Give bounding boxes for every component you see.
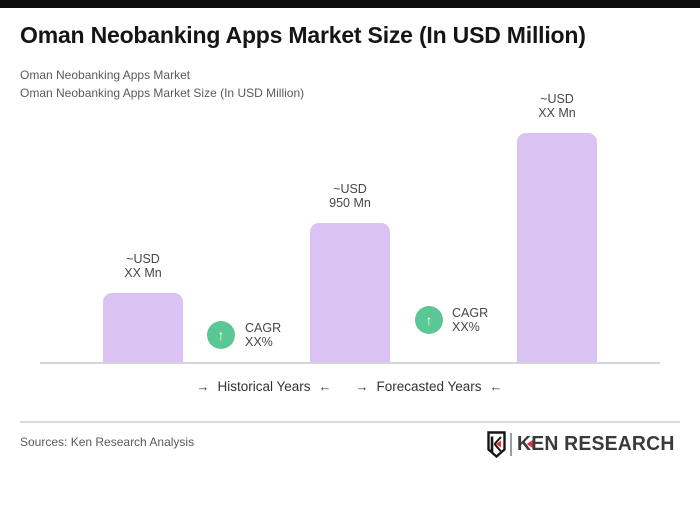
cagr-badge-text: CAGR XX% bbox=[245, 321, 281, 349]
logo-wordmark: KEN RESEARCH bbox=[517, 433, 675, 456]
bar3-label-line2: XX Mn bbox=[538, 106, 576, 120]
up-arrow-icon: ↑ bbox=[425, 312, 433, 328]
right-arrow-icon: → bbox=[196, 379, 210, 394]
up-arrow-icon: ↑ bbox=[217, 327, 225, 343]
subtitle-line-1: Oman Neobanking Apps Market bbox=[20, 68, 191, 82]
right-arrow-icon: → bbox=[355, 379, 369, 394]
cagr2-label: CAGR bbox=[452, 306, 489, 320]
cagr-badge-circle: ↑ bbox=[415, 306, 443, 334]
cagr-badge-text: CAGR XX% bbox=[452, 306, 488, 334]
bar2-label-line2: 950 Mn bbox=[329, 196, 371, 210]
x-axis-label-historical: → Historical Years ← bbox=[114, 379, 414, 394]
page-title: Oman Neobanking Apps Market Size (In USD… bbox=[20, 22, 586, 48]
bar-value-label: ~USD XX Mn bbox=[502, 92, 612, 120]
bar1-label-line2: XX Mn bbox=[124, 266, 162, 280]
bar1-label-line1: ~USD bbox=[126, 252, 160, 266]
bar-middle bbox=[310, 223, 390, 363]
cagr1-value: XX% bbox=[245, 335, 273, 349]
bar-historical bbox=[103, 293, 183, 363]
logo-wordmark-text: KEN RESEARCH bbox=[517, 432, 675, 455]
ken-research-emblem-icon bbox=[487, 430, 506, 458]
footer-divider bbox=[20, 421, 680, 423]
cagr1-label: CAGR bbox=[245, 321, 282, 335]
bar2-label-line1: ~USD bbox=[333, 182, 367, 196]
subtitle-line-2: Oman Neobanking Apps Market Size (In USD… bbox=[20, 86, 305, 100]
logo-k-red-accent-icon bbox=[526, 439, 533, 448]
x-axis-label-forecasted: → Forecasted Years ← bbox=[279, 379, 579, 394]
bar-value-label: ~USD 950 Mn bbox=[295, 182, 405, 210]
bar3-label-line1: ~USD bbox=[540, 92, 574, 106]
bar-forecast bbox=[517, 133, 597, 363]
historical-years-label: Historical Years bbox=[217, 379, 311, 394]
sources-text: Sources: Ken Research Analysis bbox=[20, 435, 195, 449]
top-black-strip bbox=[0, 0, 700, 8]
cagr-badge-circle: ↑ bbox=[207, 321, 235, 349]
logo-separator bbox=[510, 432, 512, 456]
ken-research-logo: KEN RESEARCH bbox=[487, 430, 679, 458]
left-arrow-icon: ← bbox=[489, 379, 503, 394]
x-axis-line bbox=[40, 362, 660, 364]
bar-value-label: ~USD XX Mn bbox=[88, 252, 198, 280]
cagr2-value: XX% bbox=[452, 320, 480, 334]
forecasted-years-label: Forecasted Years bbox=[376, 379, 482, 394]
left-arrow-icon: ← bbox=[318, 379, 332, 394]
